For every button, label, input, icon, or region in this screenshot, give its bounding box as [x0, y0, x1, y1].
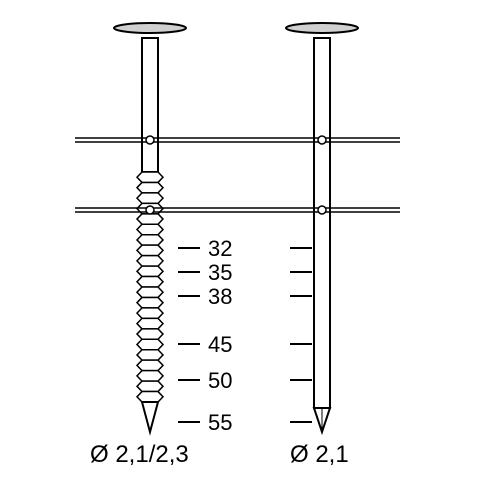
length-label: 32 — [208, 236, 232, 261]
length-label: 55 — [208, 410, 232, 435]
collation-wire-0 — [75, 136, 400, 144]
nail-left-upper-shank — [142, 38, 158, 172]
nail-right-head — [286, 23, 358, 33]
length-label: 50 — [208, 368, 232, 393]
diameter-label-left: Ø 2,1/2,3 — [90, 441, 189, 468]
nail-left-head — [114, 23, 186, 33]
nail-right-shank — [314, 38, 330, 408]
length-scale: 323538 45 50 55 — [178, 236, 312, 435]
nail-left-tip — [142, 402, 158, 432]
length-label: 45 — [208, 332, 232, 357]
nail-specification-diagram: 323538 45 50 55 Ø 2,1/2,3 Ø 2,1 — [0, 0, 500, 500]
collation-wire-1 — [75, 206, 400, 214]
length-label: 38 — [208, 284, 232, 309]
diameter-label-right: Ø 2,1 — [290, 441, 349, 468]
length-label: 35 — [208, 260, 232, 285]
